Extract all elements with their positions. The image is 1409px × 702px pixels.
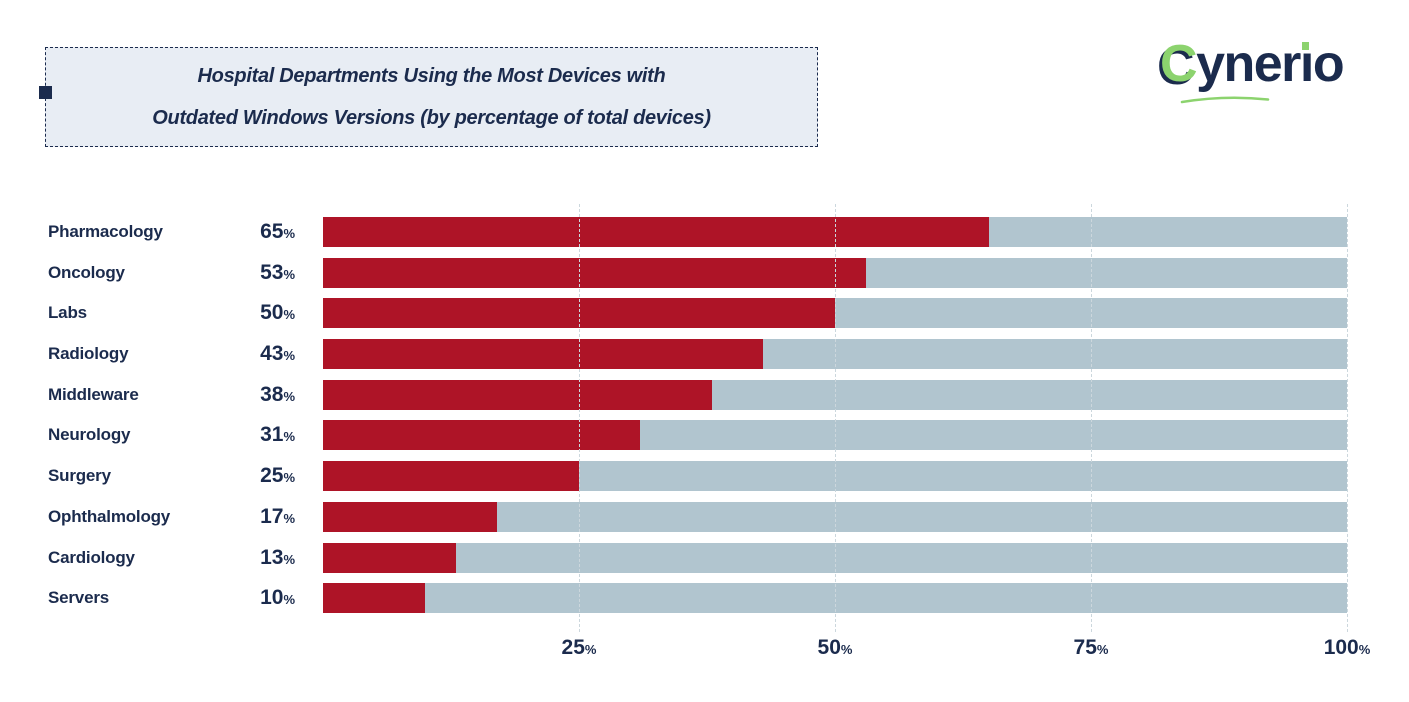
bar-rows: Pharmacology 65% Oncology 53% Labs 50% R… [0, 217, 1409, 624]
category-label: Pharmacology [48, 222, 163, 241]
value-label: 17% [260, 504, 295, 528]
logo-underline-swoosh-icon [1180, 96, 1270, 104]
logo-letter-i: ı [1299, 35, 1314, 93]
chart-title-box[interactable]: Hospital Departments Using the Most Devi… [39, 47, 818, 147]
gridline [1091, 204, 1092, 632]
bar-row: Oncology 53% [0, 257, 1409, 288]
bar-row: Ophthalmology 17% [0, 501, 1409, 532]
logo-letters-yner: yner [1196, 35, 1301, 93]
value-label: 25% [260, 464, 295, 488]
chart-title-line1: Hospital Departments Using the Most Devi… [197, 65, 666, 87]
bar-fill [323, 583, 426, 614]
category-label: Cardiology [48, 547, 135, 567]
x-axis-tick-label: 50% [817, 636, 853, 659]
value-label: 31% [260, 423, 295, 447]
x-axis-tick-label: 75% [1073, 636, 1109, 659]
bar-row: Cardiology 13% [0, 542, 1409, 573]
bar-fill [323, 217, 989, 247]
category-label: Labs [48, 303, 87, 323]
category-label: Middleware [48, 384, 139, 404]
cynerio-logo: C Cyner ıo [1157, 35, 1345, 104]
bar-fill [323, 542, 457, 573]
chart-title-line2: Outdated Windows Versions (by percentage… [152, 107, 711, 129]
bar-fill [323, 420, 641, 451]
category-label: Radiology [48, 344, 129, 364]
x-axis-tick-label: 25% [561, 636, 597, 659]
logo-letter-o: o [1312, 35, 1345, 93]
bar-row: Middleware 38% [0, 379, 1409, 410]
bar-row: Neurology 31% [0, 420, 1409, 451]
bar-fill [323, 339, 764, 370]
bar-fill [323, 501, 498, 532]
value-label: 65% [260, 220, 295, 243]
logo-letter-c: C [1160, 35, 1198, 93]
bar-row: Radiology 43% [0, 339, 1409, 370]
bar-row: Pharmacology 65% [0, 217, 1409, 247]
gridline [1347, 204, 1348, 632]
value-label: 38% [260, 382, 295, 406]
gridline [579, 204, 580, 632]
logo-c-shadow: C [1157, 38, 1195, 96]
bar-fill [323, 257, 866, 288]
selection-handle-icon[interactable] [39, 86, 52, 99]
bar-fill [323, 461, 579, 492]
value-label: 43% [260, 342, 295, 366]
category-label: Servers [48, 588, 109, 608]
category-label: Ophthalmology [48, 506, 171, 526]
value-label: 53% [260, 260, 295, 284]
category-label: Oncology [48, 262, 125, 282]
category-label: Neurology [48, 425, 131, 445]
value-label: 50% [260, 301, 295, 325]
logo-i-dot-icon [1301, 42, 1309, 50]
category-label: Surgery [48, 466, 111, 486]
x-axis-tick-label: 100% [1323, 636, 1371, 659]
gridline [835, 204, 836, 632]
bar-row: Servers 10% [0, 583, 1409, 614]
bar-row: Labs 50% [0, 298, 1409, 329]
bar-fill [323, 379, 713, 410]
value-label: 13% [260, 545, 295, 569]
value-label: 10% [260, 586, 295, 610]
bar-row: Surgery 25% [0, 461, 1409, 492]
